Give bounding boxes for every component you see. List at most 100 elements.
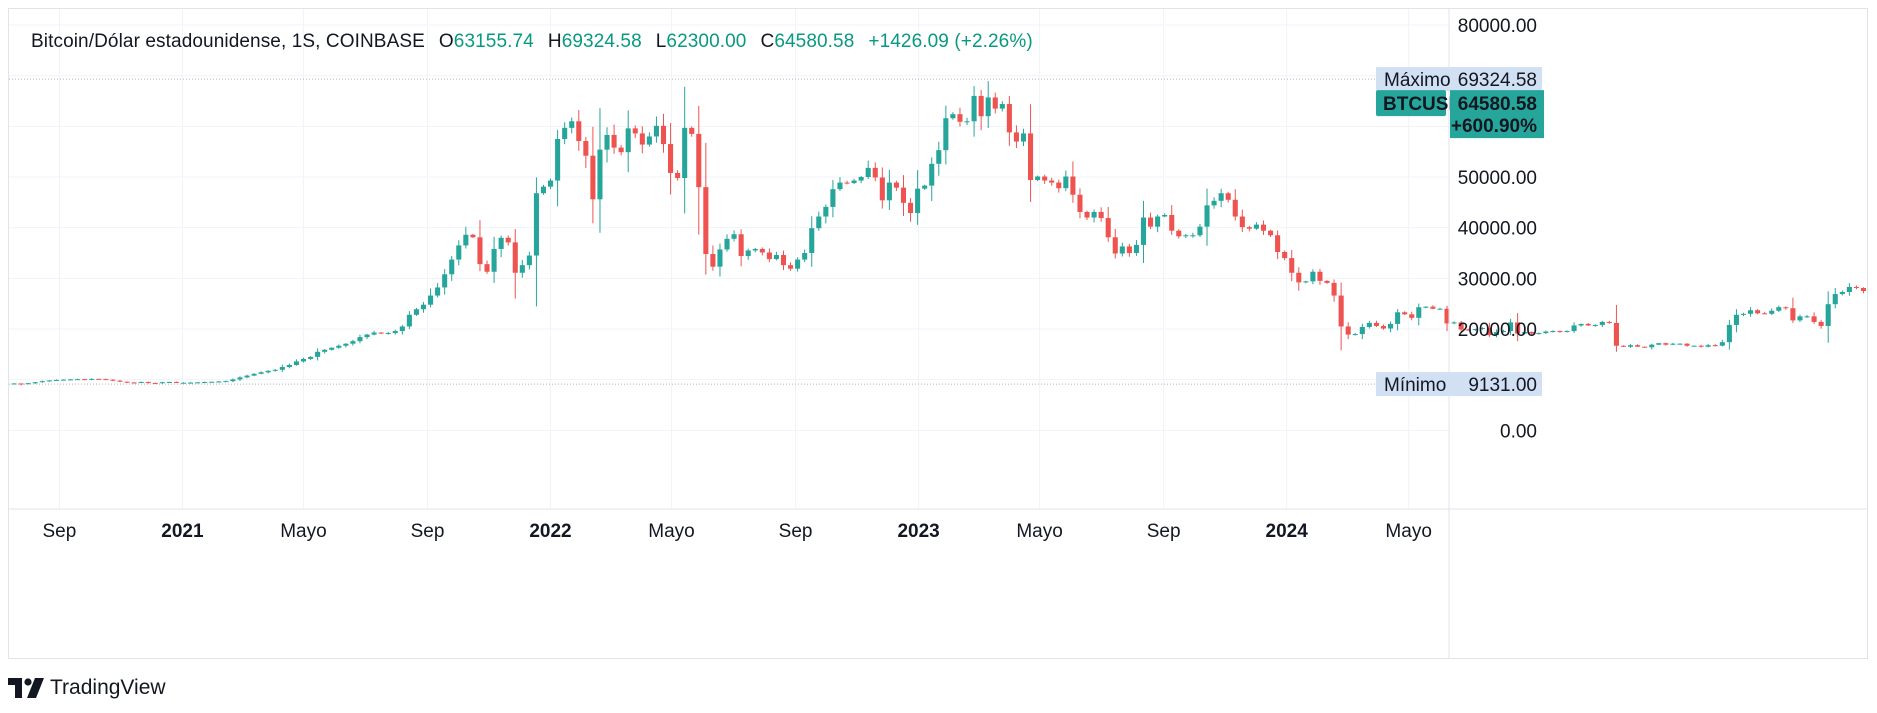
time-tick-label: Mayo — [648, 521, 694, 542]
candle-body — [1063, 176, 1069, 189]
candle-body — [1232, 199, 1238, 217]
time-tick-label: Sep — [43, 521, 77, 542]
candle-body — [110, 379, 116, 381]
candle-body — [470, 234, 476, 238]
candle-body — [159, 382, 165, 384]
candle-body — [1112, 237, 1118, 254]
candle-body — [82, 379, 88, 381]
candle-body — [1317, 271, 1323, 281]
candle-body — [745, 250, 751, 257]
candle-body — [343, 343, 349, 346]
price-tick-label: 20000.00 — [1458, 320, 1537, 341]
candle-body — [1056, 182, 1062, 189]
candle-body — [315, 351, 321, 357]
candle-body — [1126, 246, 1132, 253]
candle-body — [1479, 327, 1485, 329]
candle-body — [562, 127, 568, 139]
candle-body — [1846, 286, 1852, 293]
candle-body — [1825, 304, 1831, 326]
candle-body — [251, 373, 257, 376]
candle-body — [1620, 345, 1627, 347]
max-price-tag-bg — [1376, 67, 1542, 92]
candle-body — [533, 193, 539, 256]
candle-body — [1628, 345, 1634, 347]
symbol-title: Bitcoin/Dólar estadounidense, 1S, COINBA… — [31, 31, 425, 52]
last-price-change: +600.90% — [1451, 116, 1537, 137]
candle-body — [1522, 332, 1528, 334]
candle-body — [583, 141, 589, 156]
candle-body — [279, 367, 285, 370]
time-tick-label: Mayo — [280, 521, 326, 542]
time-tick-label: Mayo — [1016, 521, 1062, 542]
candle-body — [1719, 342, 1725, 346]
candle-body — [816, 216, 822, 229]
price-tick-label: 40000.00 — [1458, 219, 1537, 240]
candle-body — [780, 255, 787, 266]
candle-body — [766, 252, 772, 260]
candle-body — [1352, 334, 1358, 336]
candle-body — [950, 114, 956, 119]
chart-frame[interactable]: Sep 2021 Mayo Sep 2022 Mayo Sep 2023 Mayo Sep 2024… — [8, 8, 1868, 659]
candle-body — [1042, 176, 1048, 181]
candle-body — [1500, 331, 1507, 333]
candle-body — [788, 265, 794, 269]
candle-body — [865, 167, 871, 177]
candlestick-chart[interactable]: Sep 2021 Mayo Sep 2022 Mayo Sep 2023 Mayo Sep 2024… — [9, 9, 1867, 658]
candle-body — [244, 375, 250, 378]
candle-body — [1571, 325, 1577, 332]
candle-body — [1529, 332, 1535, 334]
max-price-tag-value: 69324.58 — [1458, 70, 1537, 91]
min-price-tag-bg — [1376, 372, 1542, 397]
candle-body — [893, 182, 899, 188]
candle-body — [131, 382, 137, 384]
price-tick-label: 30000.00 — [1458, 269, 1537, 290]
candle-body — [646, 136, 652, 145]
candle-body — [75, 379, 81, 381]
candle-body — [1663, 343, 1669, 345]
candle-body — [1183, 235, 1189, 237]
candle-body — [1211, 200, 1217, 206]
candle-body — [879, 177, 885, 201]
candle-body — [710, 254, 716, 267]
low-label: L — [655, 31, 667, 52]
candle-body — [915, 188, 921, 213]
candle-body — [795, 259, 801, 269]
candle-body — [1119, 246, 1125, 254]
candle-body — [1268, 230, 1274, 236]
candle-body — [293, 361, 299, 365]
price-labels: Máximo 69324.58 Mínimo 9131.00 BTCUSD64580.5… — [1376, 67, 1544, 397]
candle-body — [908, 202, 914, 213]
close-label: C — [760, 31, 775, 52]
candle-body — [1790, 308, 1796, 321]
candle-body — [858, 177, 864, 181]
candle-body — [399, 326, 405, 332]
candle-body — [1218, 193, 1224, 201]
candle-body — [1677, 343, 1683, 345]
candle-body — [964, 121, 970, 123]
candle-body — [1740, 313, 1747, 315]
candle-body — [886, 182, 892, 201]
candle-body — [1380, 325, 1387, 329]
candle-body — [540, 186, 547, 194]
last-price-bg — [1450, 90, 1544, 139]
candle-body — [1486, 327, 1492, 336]
candle-body — [978, 95, 984, 117]
price-tick-label: 80000.00 — [1458, 16, 1537, 37]
candle-body — [152, 382, 158, 384]
candle-body — [477, 237, 483, 265]
candle-body — [442, 274, 448, 288]
candle-body — [237, 377, 243, 380]
candle-body — [173, 381, 179, 383]
time-tick-label: 2022 — [529, 521, 571, 542]
candle-body — [1557, 331, 1563, 333]
candle-body — [1239, 216, 1245, 228]
tradingview-brand[interactable]: TradingView — [8, 676, 166, 700]
candle-body — [668, 144, 674, 173]
candle-body — [526, 255, 532, 266]
candle-body — [11, 383, 17, 385]
candle-body — [300, 358, 307, 362]
candle-body — [576, 121, 582, 142]
candle-body — [1585, 323, 1591, 326]
time-tick-label: 2023 — [897, 521, 939, 542]
candle-body — [103, 379, 109, 381]
